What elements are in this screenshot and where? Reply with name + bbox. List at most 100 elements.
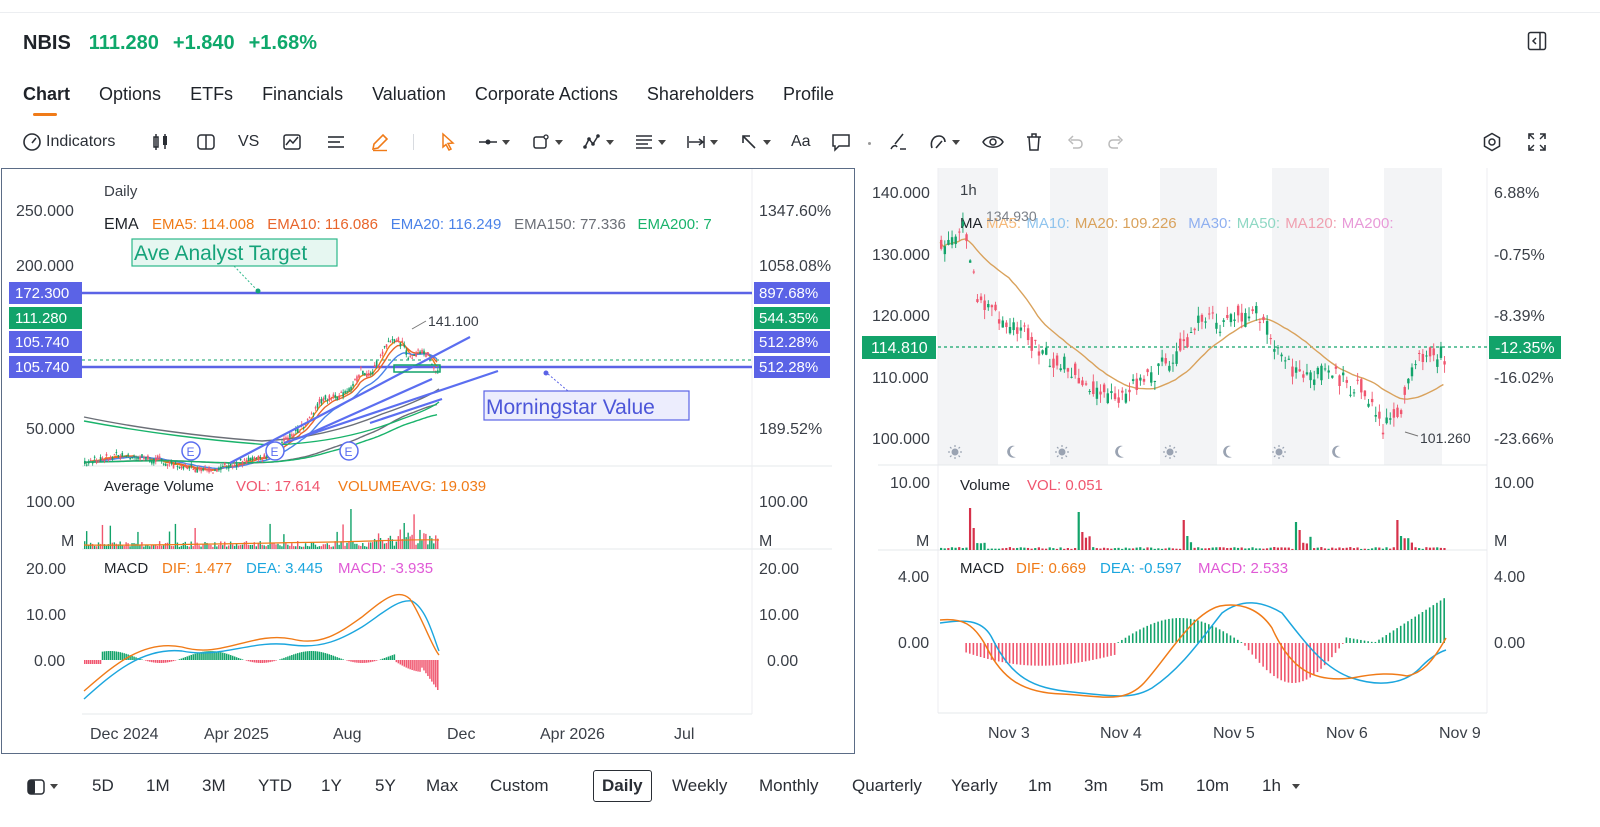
period-5d[interactable]: 5D [92, 776, 114, 795]
volume-bar [1084, 537, 1088, 550]
macd-bar [269, 660, 271, 663]
period-quarterly[interactable]: Quarterly [852, 776, 922, 795]
period-3m[interactable]: 3M [202, 776, 226, 795]
selection-box[interactable] [393, 364, 441, 373]
cursor-icon[interactable] [438, 130, 458, 154]
tab-etfs[interactable]: ETFs [190, 84, 234, 104]
period-1h[interactable]: 1h [1262, 776, 1281, 795]
comment-tool-icon[interactable] [831, 130, 851, 154]
measure-tool-icon[interactable] [686, 130, 718, 154]
panel-collapse-icon[interactable] [1527, 31, 1547, 51]
settings-icon[interactable] [1482, 130, 1502, 154]
daily-chart-panel[interactable]: Daily EMA EMA5: 114.008 EMA10: 116.086 EMA… [1, 168, 855, 754]
arrow-tool-icon[interactable] [739, 130, 771, 154]
period-5m[interactable]: 5m [1140, 776, 1164, 795]
shape-tool-icon[interactable] [531, 130, 563, 154]
volume-bar [1106, 548, 1109, 550]
period-weekly[interactable]: Weekly [672, 776, 728, 795]
volume-bar [1356, 547, 1359, 550]
fib-tool-icon[interactable] [634, 130, 666, 154]
tab-options[interactable]: Options [99, 84, 162, 104]
candle-body [1432, 348, 1435, 356]
hourly-chart-panel[interactable]: 1h MA MA5: MA10: MA20: 109.226 MA30: MA50: MA… [862, 168, 1562, 754]
volume-bar [164, 543, 167, 549]
macd-bar [1157, 621, 1159, 643]
pattern-tool-icon[interactable] [582, 130, 614, 154]
magnet-tool-icon[interactable] [928, 130, 960, 154]
layout-button[interactable] [22, 770, 62, 802]
list-icon[interactable] [326, 130, 346, 154]
volume-bar [369, 542, 372, 549]
split-view-icon[interactable] [196, 130, 216, 154]
volume-bar [1244, 548, 1247, 550]
tab-valuation[interactable]: Valuation [372, 84, 446, 104]
period-ytd[interactable]: YTD [258, 776, 292, 795]
macd-dif-line [83, 593, 440, 692]
morningstar-annotation[interactable]: Morningstar Value [483, 370, 690, 421]
period-max[interactable]: Max [426, 776, 459, 795]
tab-financials[interactable]: Financials [262, 84, 344, 104]
trash-icon[interactable] [1024, 130, 1044, 154]
compare-icon[interactable] [282, 130, 302, 154]
daily-chart-canvas[interactable]: Daily EMA EMA5: 114.008 EMA10: 116.086 EMA… [2, 169, 853, 752]
period-custom[interactable]: Custom [490, 776, 549, 795]
volume-tick: 10.00 [890, 475, 930, 492]
macd-bar [1352, 638, 1355, 643]
indicators-button[interactable]: Indicators [22, 130, 115, 154]
macd-bar [151, 660, 153, 663]
line-tool-icon[interactable] [478, 130, 510, 154]
brush-tool-icon[interactable] [888, 130, 908, 154]
period-10m[interactable]: 10m [1196, 776, 1230, 795]
period-daily[interactable]: Daily [593, 770, 652, 802]
hourly-chart-canvas[interactable]: 1h MA MA5: MA10: MA20: 109.226 MA30: MA50: MA… [862, 168, 1562, 754]
volume-bar [340, 541, 342, 549]
candle-body [983, 300, 986, 311]
candle-body [1356, 379, 1359, 381]
candle-body [1102, 384, 1106, 393]
period-3m[interactable]: 3m [1084, 776, 1108, 795]
compare-button[interactable]: VS [238, 130, 259, 154]
toolbar-dot [868, 142, 871, 145]
volume-bar [1012, 548, 1015, 550]
volume-bar [306, 545, 309, 549]
last-price: 111.280 [88, 31, 159, 54]
trend-lines[interactable] [229, 336, 499, 464]
candle-body [403, 344, 406, 347]
candle-body [1244, 313, 1247, 327]
candle-body [1407, 378, 1410, 384]
redo-icon[interactable] [1106, 130, 1126, 154]
period-5y[interactable]: 5Y [375, 776, 396, 795]
fullscreen-icon[interactable] [1527, 130, 1547, 154]
period-monthly[interactable]: Monthly [759, 776, 819, 795]
sun-ray [1056, 446, 1059, 449]
chevron-down-icon[interactable] [1292, 784, 1300, 789]
volume-bar [1030, 548, 1033, 550]
volume-bar [1378, 547, 1381, 550]
volume-tick-right: 100.00 [759, 494, 808, 511]
macd-bar [131, 655, 133, 660]
analyst-target-annotation[interactable]: Ave Analyst Target [131, 238, 338, 294]
undo-icon[interactable] [1065, 130, 1085, 154]
macd-bar [1363, 640, 1366, 643]
candle-body [226, 467, 228, 469]
candle-body [212, 472, 214, 474]
text-tool-button[interactable]: Aa [791, 130, 811, 154]
period-1m[interactable]: 1M [146, 776, 170, 795]
candle-body [281, 441, 283, 443]
tab-shareholders[interactable]: Shareholders [646, 84, 754, 104]
macd-bar [1396, 628, 1398, 643]
tab-profile[interactable]: Profile [783, 84, 835, 104]
volume-bar [371, 542, 374, 549]
tab-chart[interactable]: Chart [23, 82, 70, 116]
tab-corporate-actions[interactable]: Corporate Actions [474, 84, 618, 104]
candle-body [1012, 322, 1015, 331]
pencil-icon[interactable] [370, 130, 390, 154]
period-1y[interactable]: 1Y [321, 776, 342, 795]
period-1m[interactable]: 1m [1028, 776, 1052, 795]
candlestick-icon[interactable] [151, 130, 171, 154]
candle-body [127, 454, 129, 456]
candle-body [1179, 338, 1182, 351]
eye-icon[interactable] [982, 130, 1004, 154]
period-yearly[interactable]: Yearly [951, 776, 998, 795]
